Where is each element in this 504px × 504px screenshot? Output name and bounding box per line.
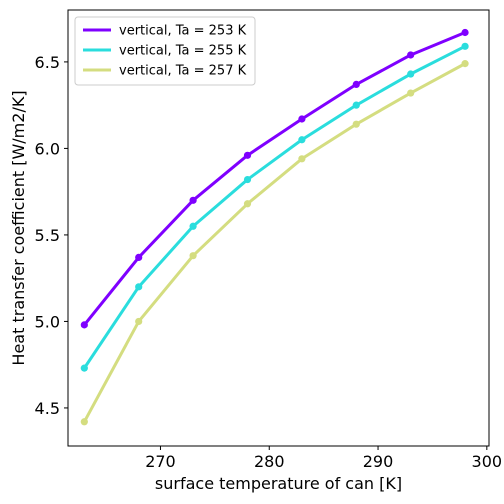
series-3 (80, 60, 469, 426)
y-tick-label: 6.5 (35, 53, 60, 72)
data-point (298, 155, 306, 163)
data-point (80, 418, 88, 426)
data-point (407, 89, 415, 97)
y-tick-label: 5.5 (35, 226, 60, 245)
series-layer (80, 28, 469, 426)
x-tick-label: 290 (363, 452, 394, 471)
data-point (352, 80, 360, 88)
data-point (189, 222, 197, 230)
y-tick-label: 6.0 (35, 139, 60, 158)
data-point (243, 151, 252, 159)
legend-box (74, 16, 256, 86)
x-tick-label: 280 (254, 452, 285, 471)
legend: vertical, Ta = 253 K vertical, Ta = 255 K… (74, 16, 256, 86)
data-point (461, 60, 469, 68)
data-point (298, 115, 306, 123)
data-point (407, 51, 415, 59)
series-line-2 (82, 44, 467, 370)
data-point (407, 70, 415, 78)
plot-frame (67, 9, 490, 447)
series-line-1 (82, 30, 467, 327)
data-point (352, 101, 360, 109)
x-tick-label: 270 (145, 452, 176, 471)
legend-label: vertical, Ta = 255 K (119, 44, 247, 59)
series-1 (80, 28, 469, 329)
data-point (135, 317, 143, 326)
data-point (135, 283, 143, 291)
axes-layer: 270 280 290 300 4.5 5.0 5.5 6.0 6.5 (35, 9, 503, 471)
data-point (80, 364, 88, 372)
data-point (80, 321, 88, 329)
y-axis-title: Heat transfer coefficient [W/m2/K] (9, 90, 28, 365)
data-point (298, 136, 306, 144)
data-point (461, 28, 469, 37)
series-line-3 (82, 62, 467, 424)
data-point (189, 252, 197, 260)
legend-label: vertical, Ta = 253 K (119, 24, 247, 39)
data-point (243, 200, 252, 208)
x-tick-label: 300 (472, 452, 503, 471)
data-point (243, 175, 252, 184)
y-tick-label: 4.5 (35, 399, 60, 418)
legend-label: vertical, Ta = 257 K (119, 64, 247, 79)
series-2 (80, 42, 469, 372)
data-point (135, 253, 143, 262)
x-axis-title: surface temperature of can [K] (155, 474, 402, 493)
y-tick-label: 5.0 (35, 312, 60, 331)
data-point (461, 42, 469, 50)
data-point (352, 120, 360, 128)
data-point (189, 196, 197, 204)
